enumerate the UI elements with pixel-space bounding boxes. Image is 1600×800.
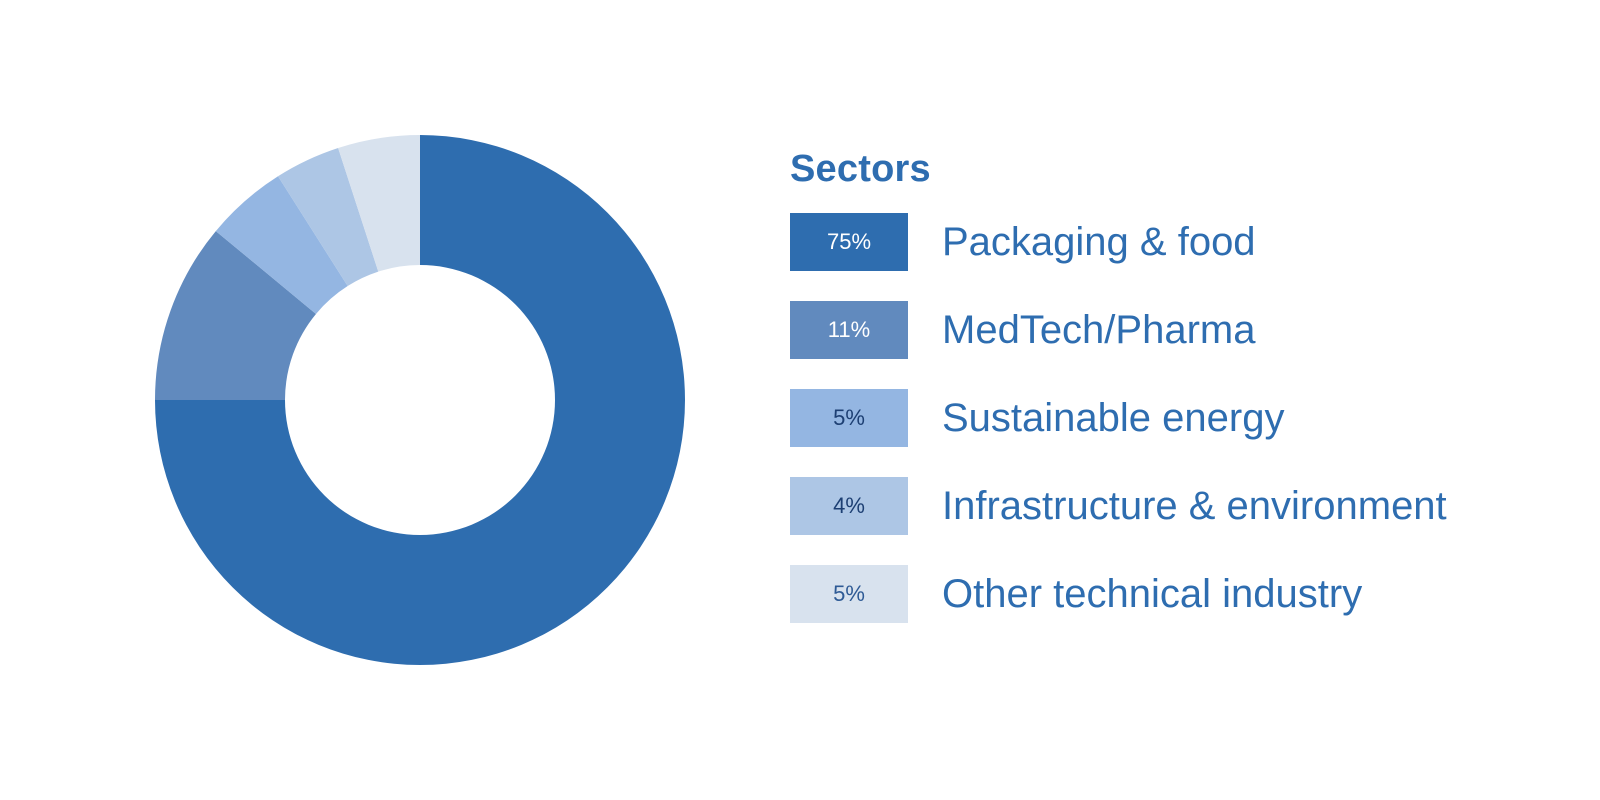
legend-swatch: 5% [790,565,908,623]
legend-percent: 11% [827,317,871,342]
legend-label: Packaging & food [942,219,1256,264]
legend-swatch: 75% [790,213,908,271]
legend-percent: 4% [833,493,865,518]
legend-swatch: 11% [790,301,908,359]
donut-slice-other-technical-industry [338,135,420,272]
legend-item-infrastructure-environment: 4% Infrastructure & environment [790,477,1447,535]
legend-item-sustainable-energy: 5% Sustainable energy [790,389,1447,447]
chart-legend: Sectors 75% Packaging & food 11% MedTech… [790,148,1447,653]
donut-chart [155,135,685,665]
legend-item-medtech-pharma: 11% MedTech/Pharma [790,301,1447,359]
legend-swatch: 5% [790,389,908,447]
legend-item-packaging-food: 75% Packaging & food [790,213,1447,271]
donut-slice-packaging-food [155,135,685,665]
legend-percent: 5% [833,581,865,606]
chart-title: Sectors [790,148,931,190]
legend-label: Infrastructure & environment [942,483,1447,528]
legend-swatch: 4% [790,477,908,535]
legend-percent: 75% [826,229,872,254]
legend-label: Sustainable energy [942,395,1285,440]
legend-percent: 5% [833,405,865,430]
donut-slice-sustainable-energy [215,176,348,314]
legend-label: MedTech/Pharma [942,307,1256,352]
legend-item-other-technical-industry: 5% Other technical industry [790,565,1447,623]
legend-label: Other technical industry [942,571,1363,616]
donut-slice-medtech-pharma [155,231,316,400]
donut-slice-infrastructure-environment [278,147,379,287]
